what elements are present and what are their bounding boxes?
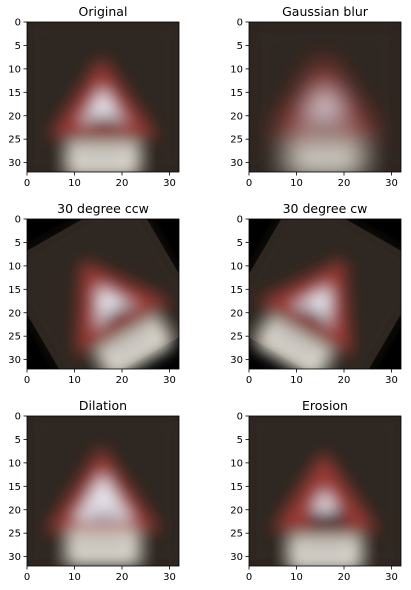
image-blur	[249, 22, 401, 172]
y-tick-label: 20	[8, 111, 21, 122]
panel-title: 30 degree ccw	[57, 201, 149, 216]
axes-frame	[248, 21, 402, 173]
x-tick-label: 10	[290, 572, 303, 583]
y-tick-label: 5	[237, 435, 243, 446]
y-tick-label: 30	[8, 355, 21, 366]
image-original	[27, 22, 179, 172]
y-tick-label: 30	[8, 158, 21, 169]
y-tick-label: 10	[230, 261, 243, 272]
axes-frame	[248, 218, 402, 370]
x-tick-label: 0	[246, 178, 252, 189]
y-tick-label: 25	[230, 135, 243, 146]
y-tick-label: 0	[237, 18, 243, 29]
y-tick-label: 5	[237, 41, 243, 52]
image-cw	[249, 219, 401, 369]
x-tick-label: 10	[290, 375, 303, 386]
y-tick-label: 30	[230, 355, 243, 366]
x-tick-label: 10	[68, 178, 81, 189]
x-tick-label: 10	[290, 178, 303, 189]
axes-frame	[26, 415, 180, 567]
y-tick-label: 15	[8, 285, 21, 296]
panel-title: Erosion	[302, 398, 348, 413]
y-tick-label: 0	[237, 215, 243, 226]
x-tick-label: 30	[163, 572, 176, 583]
y-tick-label: 15	[230, 88, 243, 99]
y-tick-label: 5	[15, 41, 21, 52]
image-erosion	[249, 416, 401, 566]
y-tick-label: 10	[8, 458, 21, 469]
x-tick-label: 0	[24, 375, 30, 386]
y-tick-label: 25	[8, 332, 21, 343]
panel-title: Dilation	[79, 398, 127, 413]
x-tick-label: 20	[338, 178, 351, 189]
x-tick-label: 30	[163, 375, 176, 386]
y-tick-label: 0	[237, 412, 243, 423]
x-tick-label: 20	[116, 375, 129, 386]
x-tick-label: 20	[116, 178, 129, 189]
x-tick-label: 30	[385, 572, 398, 583]
y-tick-label: 5	[15, 435, 21, 446]
axes-frame	[26, 218, 180, 370]
y-tick-label: 30	[230, 552, 243, 563]
x-tick-label: 30	[385, 375, 398, 386]
y-tick-label: 30	[230, 158, 243, 169]
y-tick-label: 25	[8, 529, 21, 540]
y-tick-label: 25	[230, 529, 243, 540]
y-tick-label: 5	[237, 238, 243, 249]
y-tick-label: 25	[230, 332, 243, 343]
x-tick-label: 0	[24, 572, 30, 583]
x-tick-label: 0	[246, 572, 252, 583]
axes-frame	[248, 415, 402, 567]
y-tick-label: 20	[230, 111, 243, 122]
y-tick-label: 15	[8, 482, 21, 493]
x-tick-label: 20	[116, 572, 129, 583]
image-ccw	[27, 219, 179, 369]
image-dilation	[27, 416, 179, 566]
y-tick-label: 10	[230, 64, 243, 75]
panel-title: Gaussian blur	[282, 4, 369, 19]
y-tick-label: 15	[230, 482, 243, 493]
y-tick-label: 30	[8, 552, 21, 563]
x-tick-label: 30	[163, 178, 176, 189]
y-tick-label: 10	[8, 64, 21, 75]
y-tick-label: 0	[15, 18, 21, 29]
axes-frame	[26, 21, 180, 173]
x-tick-label: 20	[338, 375, 351, 386]
y-tick-label: 20	[230, 308, 243, 319]
y-tick-label: 10	[230, 458, 243, 469]
y-tick-label: 10	[8, 261, 21, 272]
y-tick-label: 20	[8, 505, 21, 516]
x-tick-label: 10	[68, 375, 81, 386]
y-tick-label: 15	[230, 285, 243, 296]
x-tick-label: 0	[24, 178, 30, 189]
x-tick-label: 0	[246, 375, 252, 386]
y-tick-label: 15	[8, 88, 21, 99]
x-tick-label: 20	[338, 572, 351, 583]
x-tick-label: 10	[68, 572, 81, 583]
y-tick-label: 20	[230, 505, 243, 516]
x-tick-label: 30	[385, 178, 398, 189]
y-tick-label: 25	[8, 135, 21, 146]
panel-title: Original	[79, 4, 128, 19]
y-tick-label: 0	[15, 215, 21, 226]
y-tick-label: 0	[15, 412, 21, 423]
y-tick-label: 5	[15, 238, 21, 249]
y-tick-label: 20	[8, 308, 21, 319]
panel-title: 30 degree cw	[283, 201, 368, 216]
